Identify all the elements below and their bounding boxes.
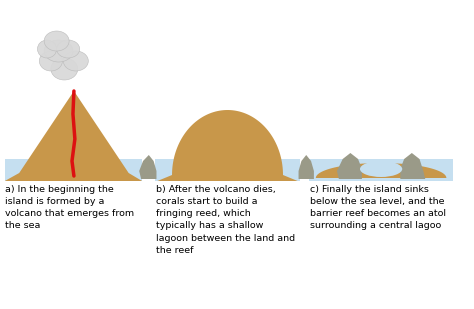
Polygon shape xyxy=(139,155,156,179)
Ellipse shape xyxy=(37,40,56,58)
Text: c) Finally the island sinks
below the sea level, and the
barrier reef becomes an: c) Finally the island sinks below the se… xyxy=(310,185,446,231)
Polygon shape xyxy=(299,155,314,179)
FancyBboxPatch shape xyxy=(309,159,453,181)
Text: b) After the volcano dies,
corals start to build a
fringing reed, which
typicall: b) After the volcano dies, corals start … xyxy=(156,185,296,255)
Polygon shape xyxy=(337,153,362,179)
Ellipse shape xyxy=(39,51,63,71)
Text: a) In the beginning the
island is formed by a
volcano that emerges from
the sea: a) In the beginning the island is formed… xyxy=(5,185,134,231)
Polygon shape xyxy=(19,91,128,173)
Polygon shape xyxy=(157,175,298,181)
Ellipse shape xyxy=(51,58,78,80)
Ellipse shape xyxy=(360,161,402,177)
FancyBboxPatch shape xyxy=(155,159,301,181)
Ellipse shape xyxy=(56,40,80,58)
FancyBboxPatch shape xyxy=(5,159,142,181)
Polygon shape xyxy=(172,110,283,175)
Polygon shape xyxy=(5,173,142,181)
Polygon shape xyxy=(401,153,425,179)
Ellipse shape xyxy=(44,40,73,62)
Ellipse shape xyxy=(64,51,88,71)
Ellipse shape xyxy=(44,31,69,51)
Polygon shape xyxy=(316,163,447,178)
